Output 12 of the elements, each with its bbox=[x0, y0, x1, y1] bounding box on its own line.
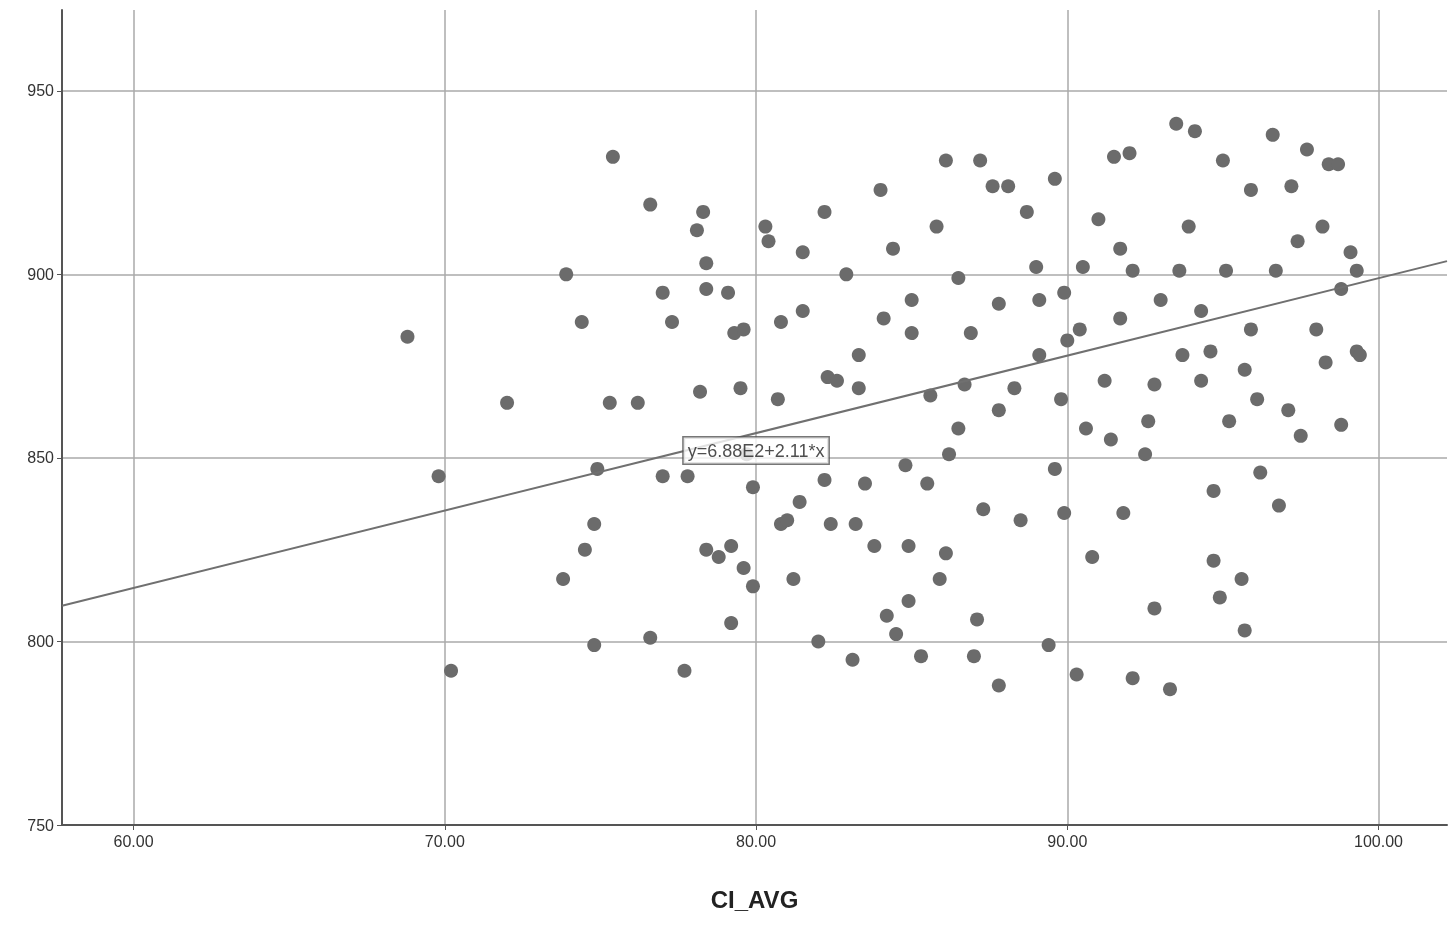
x-tick-label: 100.00 bbox=[1354, 832, 1404, 850]
y-tick-label: 850 bbox=[27, 449, 55, 467]
x-tick-label: 60.00 bbox=[113, 832, 154, 850]
x-tick-label: 80.00 bbox=[736, 832, 777, 850]
annotation: y=6.88E2+2.11*x bbox=[687, 440, 825, 461]
y-tick-label: 950 bbox=[27, 82, 55, 100]
y-tick-label: 800 bbox=[27, 632, 55, 650]
x-tick-label: 90.00 bbox=[1047, 832, 1088, 850]
y-tick-label: 750 bbox=[27, 816, 55, 834]
x-axis-title: CI_AVG bbox=[710, 885, 799, 913]
x-tick-label: 70.00 bbox=[424, 832, 465, 850]
y-tick-label: 900 bbox=[27, 265, 55, 283]
